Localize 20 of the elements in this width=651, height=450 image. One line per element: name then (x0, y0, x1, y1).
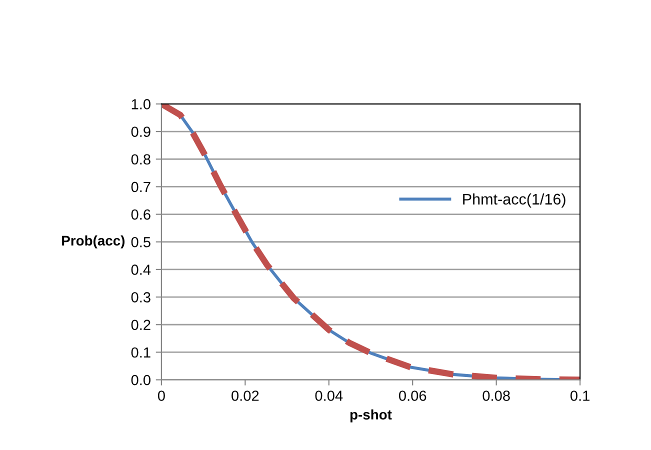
y-tick-label: 0.6 (131, 209, 150, 220)
y-tick-label: 0.7 (131, 182, 150, 192)
y-tick-label: 0.0 (131, 374, 150, 386)
x-tick-label: 0.06 (398, 390, 426, 401)
x-tick-label: 0.02 (232, 390, 259, 401)
y-tick-label: 0.3 (131, 292, 150, 302)
x-tick-label: 0.08 (482, 390, 510, 401)
y-tick-label: 0.5 (131, 236, 150, 248)
x-axis-title: p-shot (350, 409, 392, 422)
y-axis-title: Prob(acc) (62, 235, 125, 248)
y-tick-label: 0.1 (131, 347, 150, 358)
y-tick-label: 0.8 (131, 154, 150, 165)
x-tick-label: 0.1 (570, 390, 590, 401)
x-tick-label: 0 (158, 390, 165, 401)
y-tick-label: 0.4 (131, 264, 151, 275)
y-tick-label: 0.2 (131, 320, 150, 330)
y-tick-label: 1.0 (132, 99, 150, 110)
x-tick-label: 0.04 (315, 390, 343, 401)
legend-label: Phmt-acc(1/16) (463, 193, 566, 208)
y-tick-label: 0.9 (131, 126, 150, 137)
